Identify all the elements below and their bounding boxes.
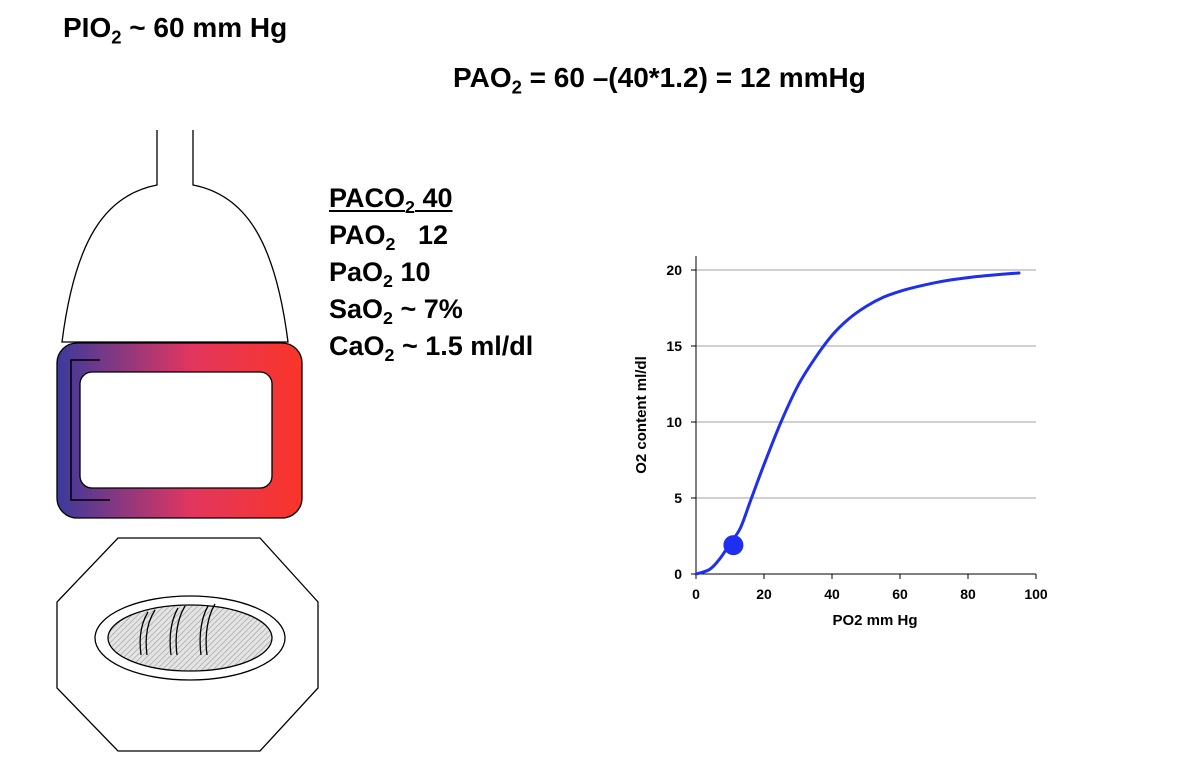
pio2-label: PIO2 ~ 60 mm Hg (63, 12, 288, 48)
x-tick-label: 40 (824, 586, 840, 602)
pao2-alveolar-value: PAO2 12 (329, 220, 448, 255)
paco2-value: PACO2 40 (329, 183, 453, 218)
x-tick-label: 20 (756, 586, 772, 602)
chart-gridlines (696, 269, 1036, 499)
pao2-arterial-value: PaO2 10 (329, 257, 431, 292)
y-axis-label: O2 content ml/dl (633, 356, 650, 474)
x-axis-label: PO2 mm Hg (832, 612, 917, 629)
cao2-value: CaO2 ~ 1.5 ml/dl (329, 331, 534, 366)
current-point-marker (723, 535, 744, 556)
capillary-loop-icon (56, 342, 303, 519)
physiology-illustration (56, 130, 319, 752)
sao2-value: SaO2 ~ 7% (329, 294, 463, 329)
tissue-cell-icon (56, 537, 319, 752)
x-tick-label: 60 (892, 586, 908, 602)
x-tick-label: 0 (692, 586, 700, 602)
y-tick-label: 15 (666, 338, 682, 354)
y-tick-label: 10 (666, 414, 682, 430)
o2-content-chart: 0 5 10 15 20 0 20 40 60 80 100 PO2 mm Hg O2 conten… (633, 256, 1048, 629)
x-tick-label: 80 (960, 586, 976, 602)
chart-ticks: 0 5 10 15 20 0 20 40 60 80 100 (666, 262, 1047, 602)
y-tick-label: 20 (666, 262, 682, 278)
y-tick-label: 5 (674, 490, 682, 506)
x-tick-label: 100 (1024, 586, 1048, 602)
pao2-equation: PAO2 = 60 –(40*1.2) = 12 mmHg (453, 62, 866, 98)
o2-dissociation-curve (694, 271, 1021, 576)
gas-values-list: PACO2 40 PAO2 12 PaO2 10 SaO2 ~ 7% CaO2 … (329, 180, 533, 365)
y-tick-label: 0 (674, 566, 682, 582)
alveolus-dome-icon (61, 130, 289, 343)
